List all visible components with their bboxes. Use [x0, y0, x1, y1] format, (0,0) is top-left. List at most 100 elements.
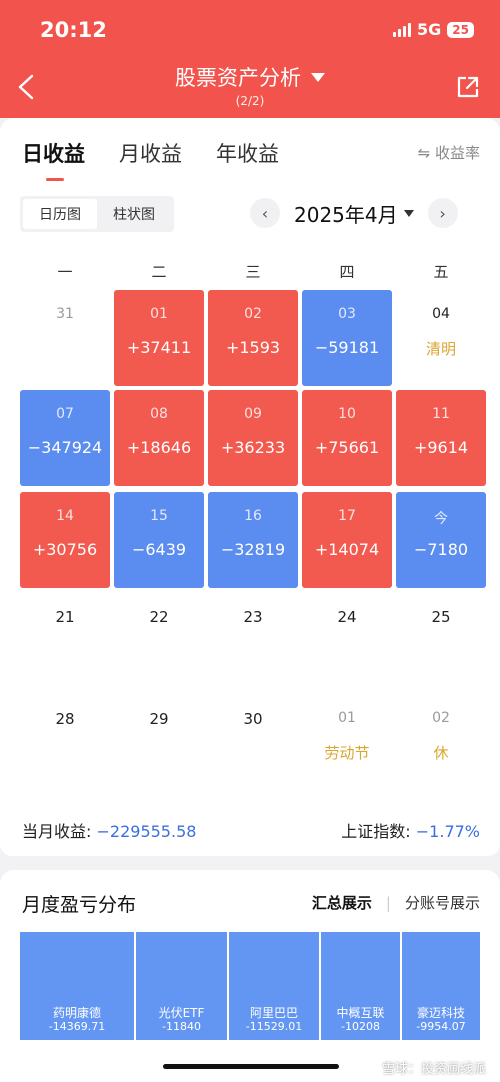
calendar-day[interactable]: 11 +9614 [396, 390, 486, 486]
chevron-right-icon: › [439, 203, 446, 223]
tile-name: 阿里巴巴 [249, 1006, 298, 1020]
calendar-day[interactable]: 21 [20, 592, 110, 688]
day-value: −347924 [27, 438, 103, 457]
calendar-day[interactable]: 22 [114, 592, 204, 688]
top-bar: 20:12 5G 25 股票资产分析 (2/2) [0, 0, 500, 118]
daily-return-card: 日收益 月收益 年收益 ⇋ 收益率 日历图 柱状图 ‹ 2025年4月 › 一 … [0, 118, 500, 856]
holiday-label: 劳动节 [324, 744, 370, 762]
distribution-tile[interactable]: 药明康德 -14369.71 [20, 932, 134, 1040]
distribution-tile[interactable]: 光伏ETF -11840 [136, 932, 227, 1040]
calendar-day[interactable]: 07 −347924 [20, 390, 110, 486]
next-month-button[interactable]: › [427, 198, 458, 228]
view-toggle: 日历图 柱状图 [20, 196, 174, 232]
tile-name: 中概互联 [336, 1006, 385, 1020]
tab-yearly[interactable]: 年收益 [216, 142, 279, 166]
day-value: 清明 [425, 340, 456, 358]
day-number: 02 [432, 710, 450, 726]
tab-monthly[interactable]: 月收益 [119, 142, 182, 166]
monthly-pnl-distribution: 月度盈亏分布 汇总展示 | 分账号展示 药明康德 -14369.71 光伏ETF… [0, 870, 500, 1082]
calendar-day[interactable]: 02 休 [396, 694, 486, 790]
day-number: 04 [432, 306, 450, 322]
calendar-day[interactable]: 08 +18646 [114, 390, 204, 486]
distribution-tile[interactable]: 中概互联 -10208 [321, 932, 400, 1040]
tab-summary-view[interactable]: 汇总展示 [311, 894, 372, 912]
calendar-day[interactable]: 25 [396, 592, 486, 688]
calendar-day[interactable]: 10 +75661 [302, 390, 392, 486]
calendar-day[interactable]: 01 +37411 [114, 290, 204, 386]
day-value: +1593 [225, 338, 281, 357]
day-value: +18646 [126, 438, 192, 457]
tab-account-view[interactable]: 分账号展示 [404, 894, 480, 912]
weekday-label: 二 [151, 263, 167, 281]
back-arrow-icon[interactable] [16, 74, 38, 100]
calendar-day[interactable]: 01 劳动节 [302, 694, 392, 790]
day-number: 16 [244, 508, 262, 524]
tile-value: -11840 [162, 1020, 201, 1033]
day-value: −32819 [220, 540, 286, 559]
distribution-title: 月度盈亏分布 [22, 894, 137, 916]
month-return-summary: 当月收益: −229555.58 [22, 818, 196, 842]
day-number: 02 [244, 306, 262, 322]
day-number: 31 [56, 306, 74, 322]
calendar-day[interactable]: 09 +36233 [208, 390, 298, 486]
share-icon[interactable] [456, 75, 480, 99]
view-calendar-button[interactable]: 日历图 [23, 199, 97, 229]
distribution-tile[interactable]: 豪迈科技 -9954.07 [402, 932, 480, 1040]
calendar-day[interactable]: 03 −59181 [302, 290, 392, 386]
day-number: 28 [55, 710, 75, 728]
day-value: +75661 [314, 438, 380, 457]
page-title[interactable]: 股票资产分析 [0, 62, 500, 92]
day-value: +37411 [126, 338, 192, 357]
distribution-tabs: 汇总展示 | 分账号展示 [312, 892, 480, 913]
day-number: 17 [338, 508, 356, 524]
distribution-tile[interactable]: 阿里巴巴 -11529.01 [229, 932, 319, 1040]
calendar-day[interactable]: 04 清明 [396, 290, 486, 386]
calendar-day[interactable]: 24 [302, 592, 392, 688]
day-number: 07 [56, 406, 74, 422]
weekday-label: 一 [57, 263, 73, 281]
day-value: +9614 [413, 438, 469, 457]
calendar-day[interactable]: 02 +1593 [208, 290, 298, 386]
calendar-day[interactable]: 14 +30756 [20, 492, 110, 588]
home-indicator[interactable] [163, 1064, 339, 1069]
calendar-day[interactable]: 16 −32819 [208, 492, 298, 588]
return-rate-toggle[interactable]: ⇋ 收益率 [417, 144, 480, 162]
day-value: −6439 [131, 540, 187, 559]
day-number: 10 [338, 406, 356, 422]
day-number: 09 [244, 406, 262, 422]
index-label: 上证指数: [341, 822, 411, 841]
tile-value: -9954.07 [416, 1020, 466, 1033]
day-number: 15 [150, 508, 168, 524]
month-navigator: ‹ 2025年4月 › [250, 198, 458, 228]
tile-value: -11529.01 [245, 1020, 303, 1033]
calendar-day-today[interactable]: 今 −7180 [396, 492, 486, 588]
day-number: 01 [150, 306, 168, 322]
tile-name: 光伏ETF [158, 1006, 205, 1020]
prev-month-button[interactable]: ‹ [250, 198, 280, 228]
calendar-day[interactable]: 29 [114, 694, 204, 790]
calendar-day[interactable]: 28 [20, 694, 110, 790]
status-indicators: 5G 25 [393, 20, 474, 39]
day-number: 14 [56, 508, 74, 524]
day-number: 21 [55, 608, 75, 626]
day-number: 今 [434, 511, 448, 527]
day-value: −59181 [314, 338, 380, 357]
holiday-label: 休 [433, 744, 449, 762]
battery-icon: 25 [447, 21, 474, 38]
month-selector[interactable]: 2025年4月 [294, 199, 414, 228]
calendar-day[interactable]: 23 [208, 592, 298, 688]
calendar-day[interactable]: 31 [20, 290, 110, 386]
tile-value: -14369.71 [48, 1020, 106, 1033]
view-bar-button[interactable]: 柱状图 [113, 207, 155, 223]
month-return-value: −229555.58 [96, 822, 197, 841]
calendar-day[interactable]: 17 +14074 [302, 492, 392, 588]
tile-name: 药明康德 [52, 1006, 101, 1020]
day-value: −7180 [413, 540, 469, 559]
month-return-label: 当月收益: [22, 822, 92, 841]
calendar-day[interactable]: 30 [208, 694, 298, 790]
month-label: 2025年4月 [294, 202, 398, 227]
day-number: 24 [337, 608, 357, 626]
tab-daily[interactable]: 日收益 [22, 138, 85, 181]
calendar-day[interactable]: 15 −6439 [114, 492, 204, 588]
day-number: 29 [149, 710, 169, 728]
